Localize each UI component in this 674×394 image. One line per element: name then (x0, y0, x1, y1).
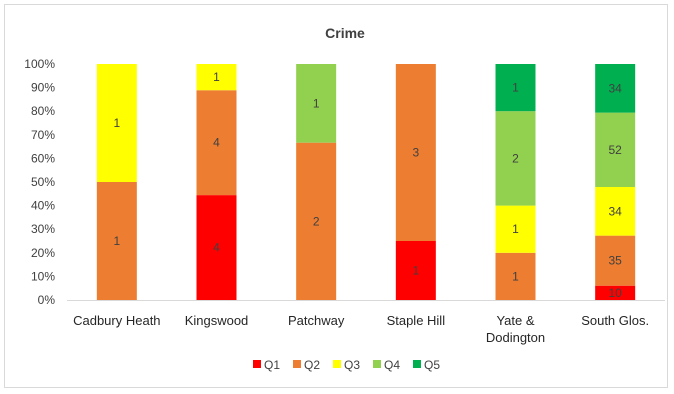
bar-segment (595, 112, 636, 188)
x-tick-label: Kingswood (185, 313, 249, 328)
bars: 1 1 4 4 1 2 1 1 3 1 1 2 1 10 35 34 52 34 (96, 64, 636, 300)
x-tick-label: Patchway (288, 313, 345, 328)
data-label: 1 (512, 81, 519, 95)
legend-swatch (413, 360, 421, 368)
bar-segment (296, 64, 337, 143)
bar-segment (495, 205, 536, 253)
chart-title: Crime (325, 25, 365, 41)
data-label: 34 (608, 81, 622, 95)
x-tick-label: Staple Hill (387, 313, 446, 328)
bar-segment (196, 64, 237, 91)
legend: Q1 Q2 Q3 Q4 Q5 (253, 358, 440, 372)
bar-segment (296, 142, 337, 300)
chart-frame: Crime 0% 10% 20% 30% 40% 50% 60% 70% 80% 90% 10 0% … (4, 4, 668, 388)
y-tick-label: 40% (31, 199, 55, 213)
bar-segment (595, 285, 636, 300)
legend-swatch (373, 360, 381, 368)
bar-segment (196, 90, 237, 196)
data-label: 10 (608, 286, 622, 300)
legend-label: Q5 (424, 358, 440, 372)
y-tick-label: 70% (31, 128, 55, 142)
bar-segment (595, 64, 636, 113)
legend-label: Q3 (344, 358, 360, 372)
y-axis: 0% 10% 20% 30% 40% 50% 60% 70% 80% 90% 100% (24, 57, 55, 307)
bar-segment (96, 64, 137, 182)
bar-segment (395, 64, 436, 241)
data-label: 35 (608, 254, 622, 268)
bar-segment (495, 64, 536, 112)
data-label: 2 (512, 151, 519, 165)
data-label: 2 (313, 214, 320, 228)
y-tick-label: 50% (31, 175, 55, 189)
bar-segment (595, 187, 636, 236)
legend-swatch (293, 360, 301, 368)
bar-segment (96, 182, 137, 300)
data-label: 1 (512, 269, 519, 283)
y-tick-label: 30% (31, 222, 55, 236)
legend-label: Q2 (304, 358, 320, 372)
data-label: 1 (512, 222, 519, 236)
data-label: 1 (313, 96, 320, 110)
bar-segment (395, 241, 436, 300)
data-label: 52 (608, 143, 622, 157)
y-tick-label: 90% (31, 81, 55, 95)
legend-label: Q4 (384, 358, 400, 372)
bar-segment (495, 252, 536, 300)
y-tick-label: 10% (31, 269, 55, 283)
y-tick-label: 0% (38, 293, 56, 307)
legend-swatch (333, 360, 341, 368)
y-tick-label: 60% (31, 151, 55, 165)
x-tick-label: Cadbury Heath (73, 313, 160, 328)
x-tick-label: South Glos. (581, 313, 649, 328)
x-tick-label: Yate & Dodington (486, 313, 545, 345)
data-label: 4 (213, 136, 220, 150)
y-tick-label: 100% (24, 57, 55, 71)
bar-segment (495, 111, 536, 206)
y-tick-label: 20% (31, 246, 55, 260)
stacked-bar-chart: Crime 0% 10% 20% 30% 40% 50% 60% 70% 80% 90% 10 0% … (24, 25, 665, 372)
legend-swatch (253, 360, 261, 368)
data-label: 34 (608, 204, 622, 218)
data-label: 3 (412, 146, 419, 160)
bar-segment (595, 235, 636, 286)
y-tick-label: 80% (31, 104, 55, 118)
x-axis: Cadbury Heath Kingswood Patchway Staple Hil… (73, 313, 649, 345)
data-label: 4 (213, 241, 220, 255)
data-label: 1 (412, 264, 419, 278)
data-label: 1 (113, 234, 120, 248)
bar-segment (196, 195, 237, 300)
data-label: 1 (213, 70, 220, 84)
legend-label: Q1 (264, 358, 280, 372)
data-label: 1 (113, 116, 120, 130)
